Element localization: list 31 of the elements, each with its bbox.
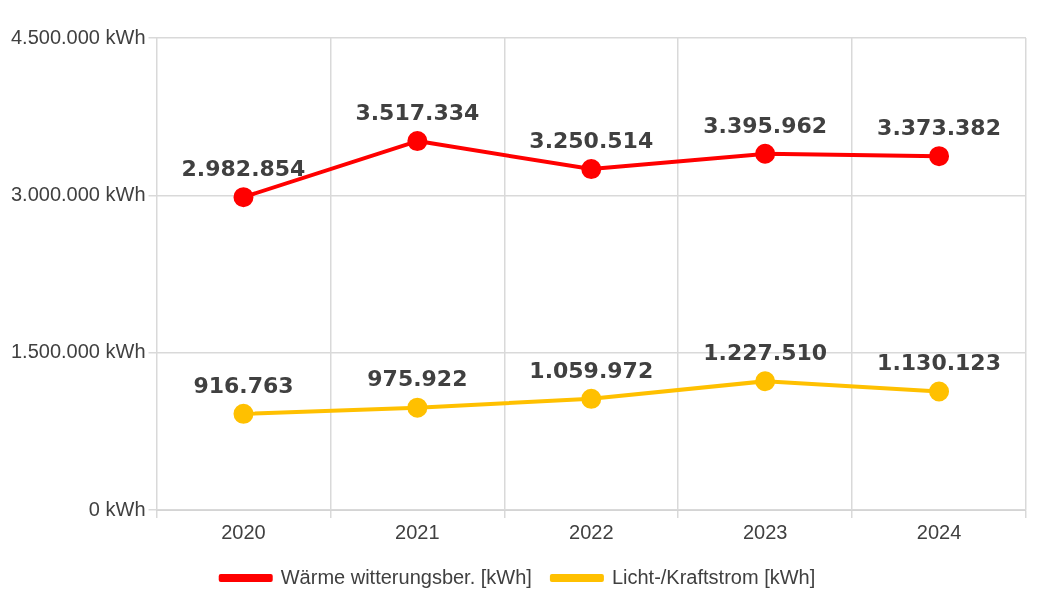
data-label: 3.373.382 (877, 114, 1001, 140)
data-label: 1.130.123 (877, 350, 1001, 376)
data-label: 975.922 (367, 366, 468, 392)
data-label: 3.395.962 (703, 112, 828, 138)
point (233, 187, 254, 208)
data-label: 1.227.510 (703, 339, 828, 365)
x-tick-label: 2020 (221, 520, 266, 543)
y-tick-label: 4.500.000 kWh (11, 25, 146, 48)
point (929, 146, 950, 167)
x-tick-label: 2022 (569, 520, 614, 543)
point (581, 159, 602, 180)
data-label: 916.763 (193, 372, 294, 398)
legend-label: Wärme witterungsber. [kWh] (280, 565, 532, 588)
point (929, 381, 950, 402)
y-tick-label: 3.000.000 kWh (11, 182, 146, 205)
point (407, 131, 428, 152)
x-tick-label: 2023 (742, 520, 788, 543)
y-tick-label: 1.500.000 kWh (11, 340, 146, 363)
x-tick-label: 2024 (916, 520, 962, 543)
point (755, 143, 776, 164)
data-label: 3.517.334 (355, 99, 480, 125)
point (233, 403, 254, 424)
legend-label: Licht-/Kraftstrom [kWh] (611, 565, 816, 588)
point (755, 371, 776, 392)
data-label: 1.059.972 (529, 357, 654, 383)
x-tick-label: 2021 (395, 520, 440, 543)
data-label: 3.250.514 (529, 127, 654, 153)
y-tick-label: 0 kWh (88, 497, 146, 520)
point (581, 388, 602, 409)
point (407, 397, 428, 418)
data-label: 2.982.854 (181, 155, 306, 181)
